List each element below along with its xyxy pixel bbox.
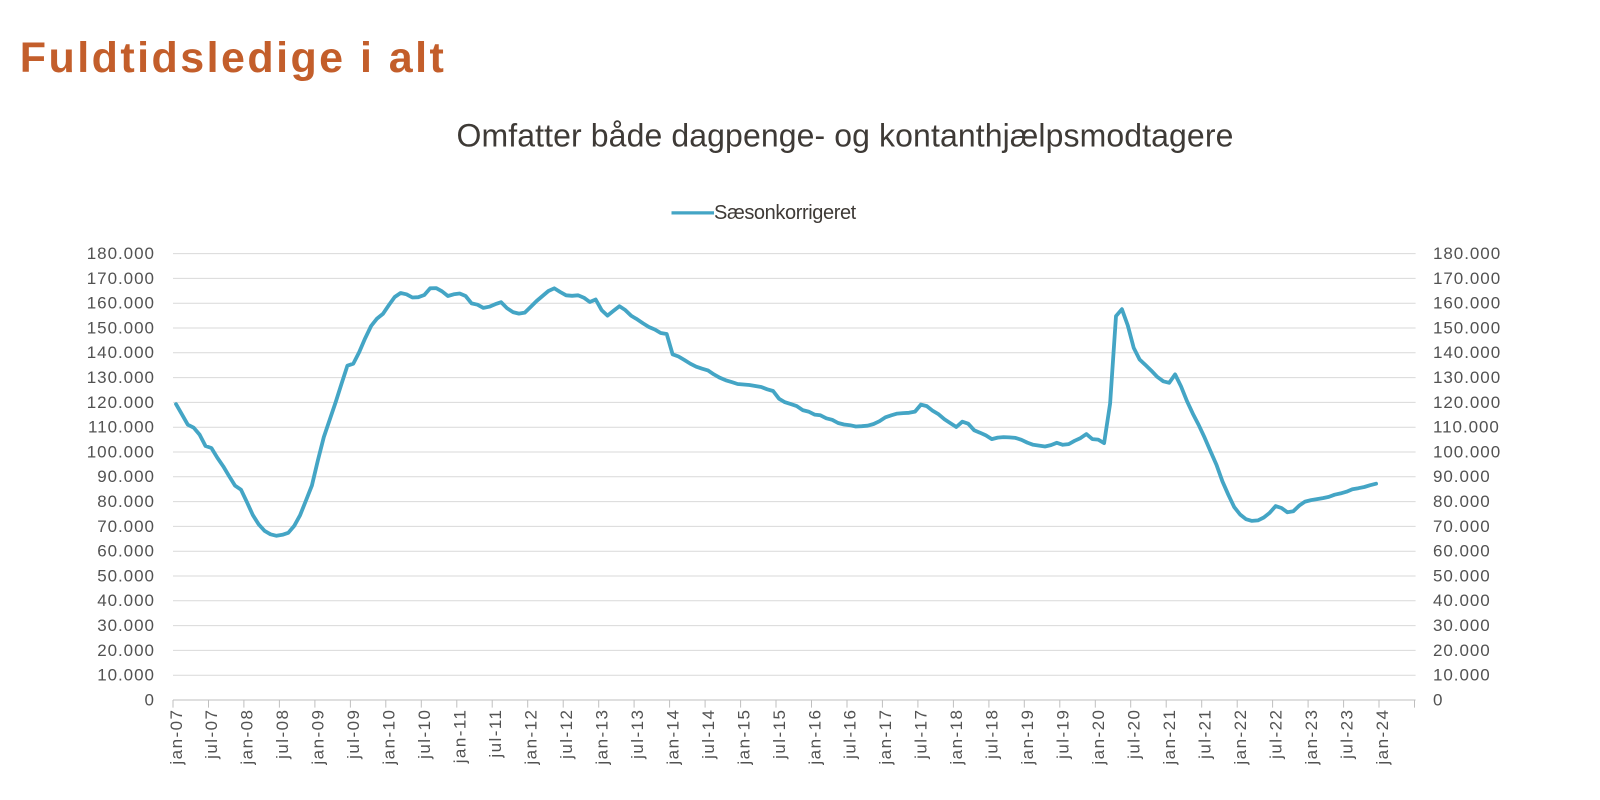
svg-text:150.000: 150.000 xyxy=(87,318,155,337)
svg-text:30.000: 30.000 xyxy=(97,616,155,635)
svg-text:jul-17: jul-17 xyxy=(912,709,931,760)
svg-text:jul-19: jul-19 xyxy=(1054,709,1073,760)
svg-text:100.000: 100.000 xyxy=(1433,442,1501,461)
svg-text:jul-20: jul-20 xyxy=(1125,709,1144,760)
svg-text:80.000: 80.000 xyxy=(1433,492,1491,511)
svg-text:Fuldtidsledige i alt: Fuldtidsledige i alt xyxy=(20,34,446,82)
svg-text:70.000: 70.000 xyxy=(97,517,155,536)
svg-text:180.000: 180.000 xyxy=(1433,244,1501,263)
svg-text:170.000: 170.000 xyxy=(1433,269,1501,288)
svg-text:60.000: 60.000 xyxy=(97,542,155,561)
svg-text:50.000: 50.000 xyxy=(1433,566,1491,585)
svg-text:10.000: 10.000 xyxy=(97,666,155,685)
svg-text:jul-14: jul-14 xyxy=(699,709,718,760)
svg-text:jan-23: jan-23 xyxy=(1302,709,1321,766)
svg-text:130.000: 130.000 xyxy=(87,368,155,387)
svg-text:jan-20: jan-20 xyxy=(1089,709,1108,766)
svg-text:110.000: 110.000 xyxy=(88,418,155,437)
svg-text:Sæsonkorrigeret: Sæsonkorrigeret xyxy=(714,202,857,224)
svg-text:jan-07: jan-07 xyxy=(167,709,186,766)
svg-text:jan-10: jan-10 xyxy=(380,709,399,766)
svg-text:110.000: 110.000 xyxy=(1433,418,1500,437)
svg-text:jul-09: jul-09 xyxy=(344,709,363,760)
svg-text:jan-11: jan-11 xyxy=(451,709,470,765)
svg-text:20.000: 20.000 xyxy=(1433,641,1491,660)
svg-text:90.000: 90.000 xyxy=(97,467,155,486)
svg-text:30.000: 30.000 xyxy=(1433,616,1491,635)
svg-text:20.000: 20.000 xyxy=(97,641,155,660)
svg-text:jan-16: jan-16 xyxy=(805,709,824,766)
svg-text:Omfatter både dagpenge- og kon: Omfatter både dagpenge- og kontanthjælps… xyxy=(457,118,1234,154)
svg-text:jul-16: jul-16 xyxy=(841,709,860,760)
svg-text:160.000: 160.000 xyxy=(1433,294,1501,313)
svg-text:10.000: 10.000 xyxy=(1433,666,1491,685)
svg-text:jul-13: jul-13 xyxy=(628,709,647,760)
svg-text:140.000: 140.000 xyxy=(87,343,155,362)
svg-text:50.000: 50.000 xyxy=(97,566,155,585)
svg-text:130.000: 130.000 xyxy=(1433,368,1501,387)
svg-text:jul-08: jul-08 xyxy=(273,709,292,760)
svg-text:170.000: 170.000 xyxy=(87,269,155,288)
svg-text:jul-23: jul-23 xyxy=(1337,709,1356,760)
svg-text:60.000: 60.000 xyxy=(1433,542,1491,561)
svg-text:150.000: 150.000 xyxy=(1433,318,1501,337)
svg-text:120.000: 120.000 xyxy=(1433,393,1501,412)
svg-text:jan-18: jan-18 xyxy=(947,709,966,766)
svg-text:jan-14: jan-14 xyxy=(663,709,682,766)
svg-text:0: 0 xyxy=(1433,690,1443,709)
svg-text:jan-21: jan-21 xyxy=(1160,709,1179,766)
svg-text:jan-13: jan-13 xyxy=(592,709,611,766)
svg-text:jul-11: jul-11 xyxy=(486,709,505,759)
svg-text:jul-18: jul-18 xyxy=(983,709,1002,760)
svg-text:jul-12: jul-12 xyxy=(557,709,576,760)
svg-text:jan-09: jan-09 xyxy=(309,709,328,766)
svg-text:jan-17: jan-17 xyxy=(876,709,895,766)
svg-text:140.000: 140.000 xyxy=(1433,343,1501,362)
svg-text:jul-10: jul-10 xyxy=(415,709,434,760)
svg-text:70.000: 70.000 xyxy=(1433,517,1491,536)
svg-text:80.000: 80.000 xyxy=(97,492,155,511)
svg-text:180.000: 180.000 xyxy=(87,244,155,263)
svg-text:jan-08: jan-08 xyxy=(238,709,257,766)
svg-text:jul-15: jul-15 xyxy=(770,709,789,760)
svg-text:40.000: 40.000 xyxy=(1433,591,1491,610)
svg-text:0: 0 xyxy=(144,690,154,709)
svg-text:120.000: 120.000 xyxy=(87,393,155,412)
svg-text:40.000: 40.000 xyxy=(97,591,155,610)
svg-text:jul-21: jul-21 xyxy=(1195,709,1214,760)
svg-text:160.000: 160.000 xyxy=(87,294,155,313)
svg-text:90.000: 90.000 xyxy=(1433,467,1491,486)
svg-text:jan-22: jan-22 xyxy=(1231,709,1250,766)
svg-text:100.000: 100.000 xyxy=(87,442,155,461)
svg-text:jul-07: jul-07 xyxy=(202,709,221,760)
svg-text:jan-19: jan-19 xyxy=(1018,709,1037,766)
svg-text:jan-24: jan-24 xyxy=(1373,709,1392,766)
svg-text:jan-12: jan-12 xyxy=(522,709,541,766)
svg-text:jul-22: jul-22 xyxy=(1266,709,1285,760)
svg-text:jan-15: jan-15 xyxy=(734,709,753,766)
